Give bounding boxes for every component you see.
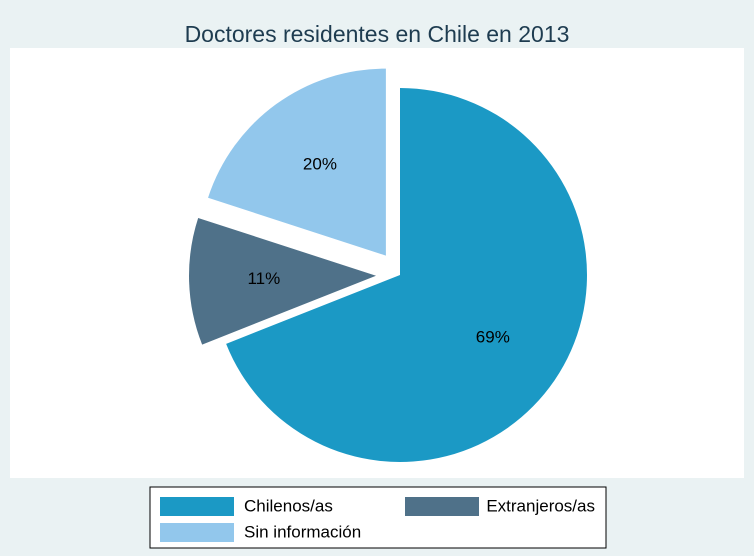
data-label: 20% (303, 154, 337, 173)
legend-label: Chilenos/as (244, 496, 333, 515)
legend-label: Extranjeros/as (486, 496, 595, 515)
data-label: 69% (476, 328, 510, 347)
chart-title: Doctores residentes en Chile en 2013 (185, 21, 570, 47)
pie-slice (208, 68, 386, 256)
legend-swatch (160, 497, 234, 516)
legend-swatch (405, 497, 479, 516)
data-label: 11% (247, 269, 280, 288)
pie-slice (226, 88, 588, 463)
legend-swatch (160, 523, 234, 542)
legend-label: Sin información (244, 522, 361, 541)
pie-slice (189, 217, 377, 345)
